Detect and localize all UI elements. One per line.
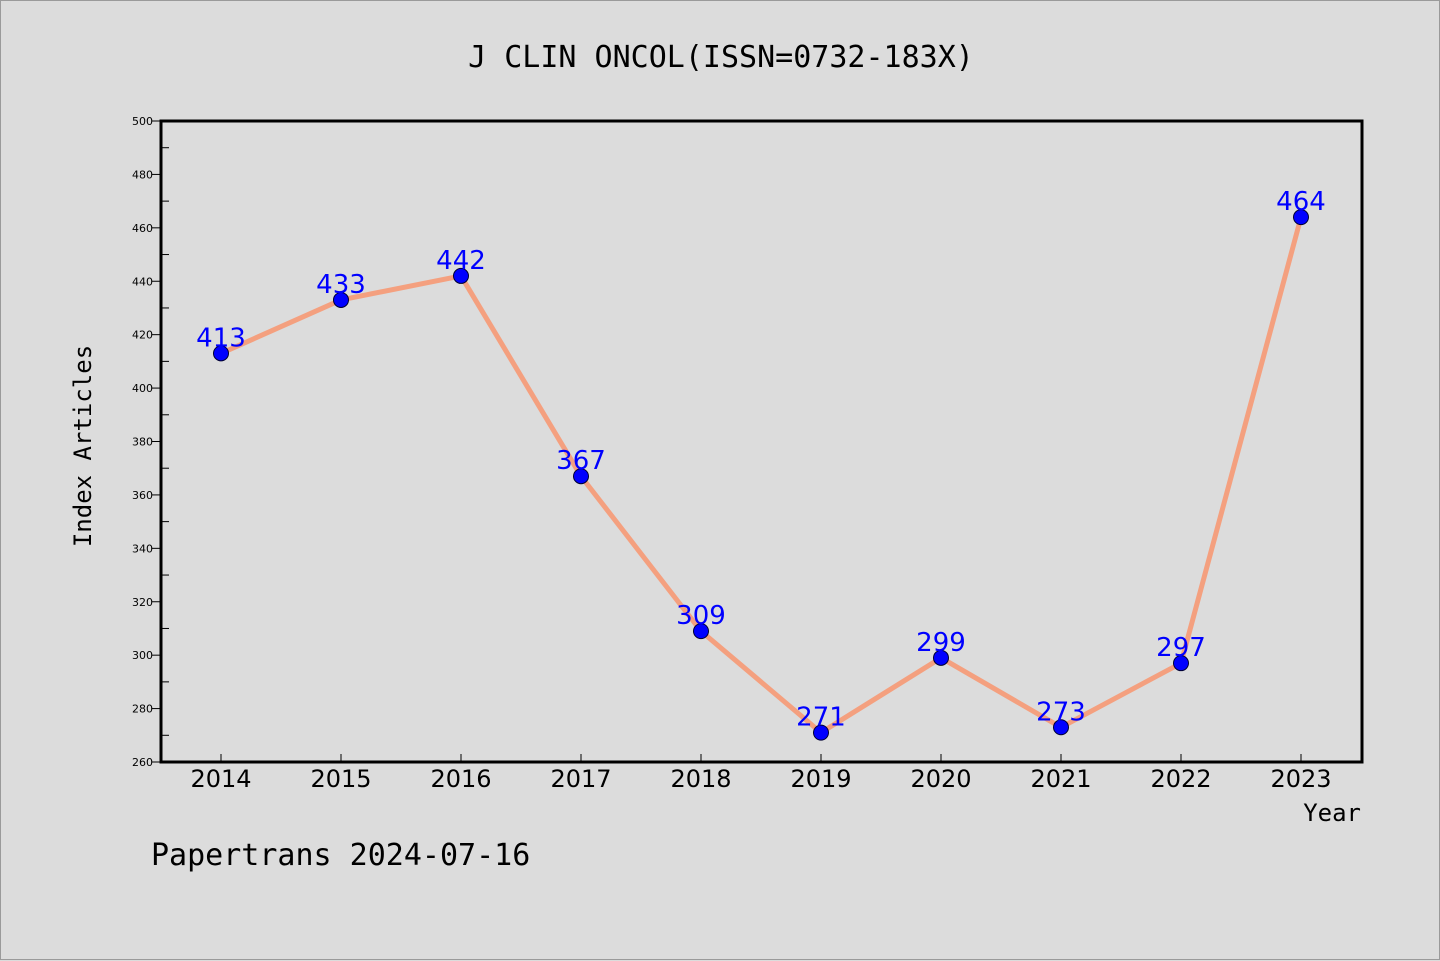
y-tick-label: 320 — [132, 596, 153, 609]
x-tick-label: 2023 — [1270, 765, 1331, 793]
footer-text: Papertrans 2024-07-16 — [151, 838, 530, 873]
x-tick-label: 2016 — [430, 765, 491, 793]
x-tick-label: 2022 — [1150, 765, 1211, 793]
x-tick-label: 2020 — [910, 765, 971, 793]
y-tick-label: 480 — [132, 168, 153, 181]
data-label: 367 — [556, 446, 606, 476]
data-point — [813, 724, 829, 741]
data-label: 464 — [1276, 187, 1326, 217]
data-label: 442 — [436, 246, 486, 276]
y-axis-title: Index Articles — [69, 345, 97, 547]
data-label: 271 — [796, 703, 846, 733]
y-axis: 260 280 300 320 340 360 380 400 420 440 460 480 500 — [132, 115, 169, 769]
x-tick-label: 2015 — [310, 765, 371, 793]
y-tick-label: 380 — [132, 436, 153, 449]
series-line — [219, 216, 1304, 736]
y-tick-label: 300 — [132, 649, 153, 662]
y-tick-label: 400 — [132, 382, 153, 395]
data-label: 299 — [916, 628, 966, 658]
x-tick-label: 2018 — [670, 765, 731, 793]
data-label: 433 — [316, 270, 366, 300]
data-point — [333, 291, 349, 308]
x-tick-label: 2017 — [550, 765, 611, 793]
x-axis-title: Year — [1303, 799, 1361, 827]
data-point — [1293, 209, 1309, 226]
chart-title: J CLIN ONCOL(ISSN=0732-183X) — [468, 40, 974, 75]
y-tick-label: 440 — [132, 275, 153, 288]
y-tick-label: 280 — [132, 703, 153, 716]
data-label: 309 — [676, 601, 726, 631]
y-tick-label: 460 — [132, 222, 153, 235]
series-index-articles: 413 433 442 367 309 271 299 273 297 464 — [196, 187, 1326, 741]
x-tick-label: 2014 — [190, 765, 251, 793]
plot-area: 260280300320340360380400420440460480500 … — [132, 115, 1364, 793]
y-tick-label: 420 — [132, 329, 153, 342]
data-label: 273 — [1036, 697, 1086, 727]
x-axis: 2014 2015 2016 2017 2018 2019 2020 2021 2022 2023 — [190, 754, 1332, 793]
data-label: 297 — [1156, 633, 1206, 663]
data-point — [1053, 719, 1069, 736]
x-tick-label: 2019 — [790, 765, 851, 793]
data-point — [693, 623, 709, 640]
y-tick-label: 500 — [132, 115, 153, 128]
x-tick-label: 2021 — [1030, 765, 1091, 793]
data-point — [453, 267, 469, 284]
data-label: 413 — [196, 323, 246, 353]
data-point — [933, 649, 949, 666]
data-point — [573, 468, 589, 485]
y-tick-label: 360 — [132, 489, 153, 502]
data-point — [1173, 655, 1189, 672]
y-tick-label: 340 — [132, 542, 153, 555]
y-tick-label: 260 — [132, 756, 153, 769]
data-point — [213, 345, 229, 362]
